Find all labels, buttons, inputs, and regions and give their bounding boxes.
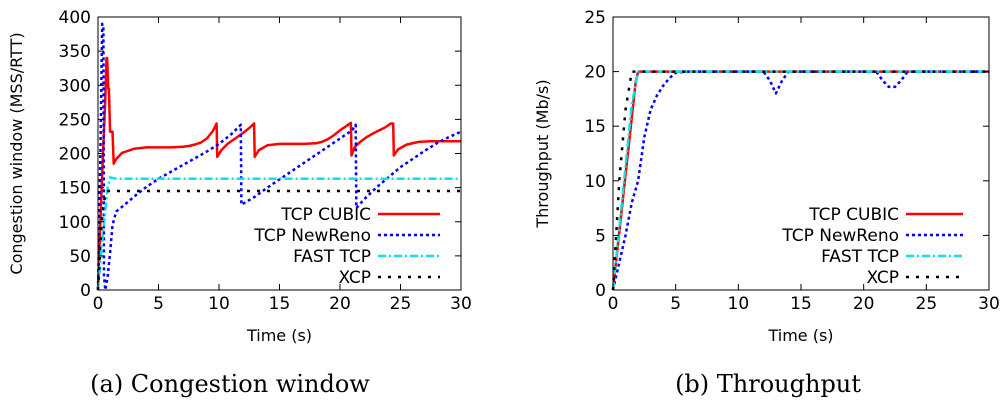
x-tick-label: 20 xyxy=(853,294,875,314)
plot-frame xyxy=(612,16,990,291)
panel-congestion-window: 0 5 10 15 20 25 30050100150200250300350400Time… xyxy=(7,8,472,398)
y-axis-label: Congestion window (MSS/RTT) xyxy=(7,32,26,274)
x-tick-label: 0 xyxy=(93,294,104,314)
y-tick-label: 200 xyxy=(59,145,91,165)
x-tick-label: 30 xyxy=(450,294,472,314)
legend-label: TCP NewReno xyxy=(253,226,371,246)
series-line-tcp-cubic xyxy=(96,56,461,291)
y-tick-label: 20 xyxy=(584,63,606,83)
series-line-tcp-newreno xyxy=(96,22,462,292)
y-tick-label: 350 xyxy=(59,42,91,62)
figure-caption: (a) Congestion window xyxy=(90,370,370,398)
x-tick-label: 20 xyxy=(329,294,351,314)
y-tick-label: 100 xyxy=(59,213,91,233)
x-tick-label: 5 xyxy=(670,294,681,314)
x-tick-label: 15 xyxy=(790,294,812,314)
series-line-fast-tcp xyxy=(611,70,989,291)
y-tick-label: 10 xyxy=(584,172,606,192)
legend-label: XCP xyxy=(338,268,371,288)
legend-label: TCP CUBIC xyxy=(808,205,899,225)
y-tick-label: 50 xyxy=(69,247,91,267)
series-line-xcp xyxy=(96,189,461,291)
y-tick-label: 15 xyxy=(584,117,606,137)
series-line-xcp xyxy=(611,70,989,291)
legend-label: TCP CUBIC xyxy=(280,205,371,225)
legend-label: FAST TCP xyxy=(293,247,371,267)
y-tick-label: 0 xyxy=(595,281,606,301)
x-axis-label: Time (s) xyxy=(767,326,833,345)
legend-label: XCP xyxy=(866,268,899,288)
y-tick-label: 25 xyxy=(584,8,606,28)
y-axis-label: Throughput (Mb/s) xyxy=(533,79,552,228)
x-tick-label: 10 xyxy=(728,294,750,314)
series-line-tcp-newreno xyxy=(611,70,989,291)
plot-frame xyxy=(97,16,462,291)
x-tick-label: 15 xyxy=(269,294,291,314)
y-tick-label: 300 xyxy=(59,76,91,96)
x-tick-label: 10 xyxy=(208,294,230,314)
series-line-fast-tcp xyxy=(96,176,461,291)
legend-label: FAST TCP xyxy=(821,247,899,267)
y-tick-label: 400 xyxy=(59,8,91,28)
y-tick-label: 250 xyxy=(59,110,91,130)
x-tick-label: 25 xyxy=(916,294,938,314)
x-tick-label: 25 xyxy=(390,294,412,314)
y-tick-label: 5 xyxy=(595,226,606,246)
x-tick-label: 0 xyxy=(608,294,619,314)
y-tick-label: 150 xyxy=(59,179,91,199)
x-tick-label: 5 xyxy=(153,294,164,314)
x-axis-label: Time (s) xyxy=(246,326,312,345)
panel-throughput: 0 5 10 15 20 25 30 0 5 10 15 20 25 Time (s) Throughput… xyxy=(533,8,1000,398)
figure-caption: (b) Throughput xyxy=(675,370,861,398)
y-tick-label: 0 xyxy=(80,281,91,301)
legend-label: TCP NewReno xyxy=(781,226,899,246)
x-tick-label: 30 xyxy=(978,294,1000,314)
series-line-tcp-cubic xyxy=(611,70,989,291)
